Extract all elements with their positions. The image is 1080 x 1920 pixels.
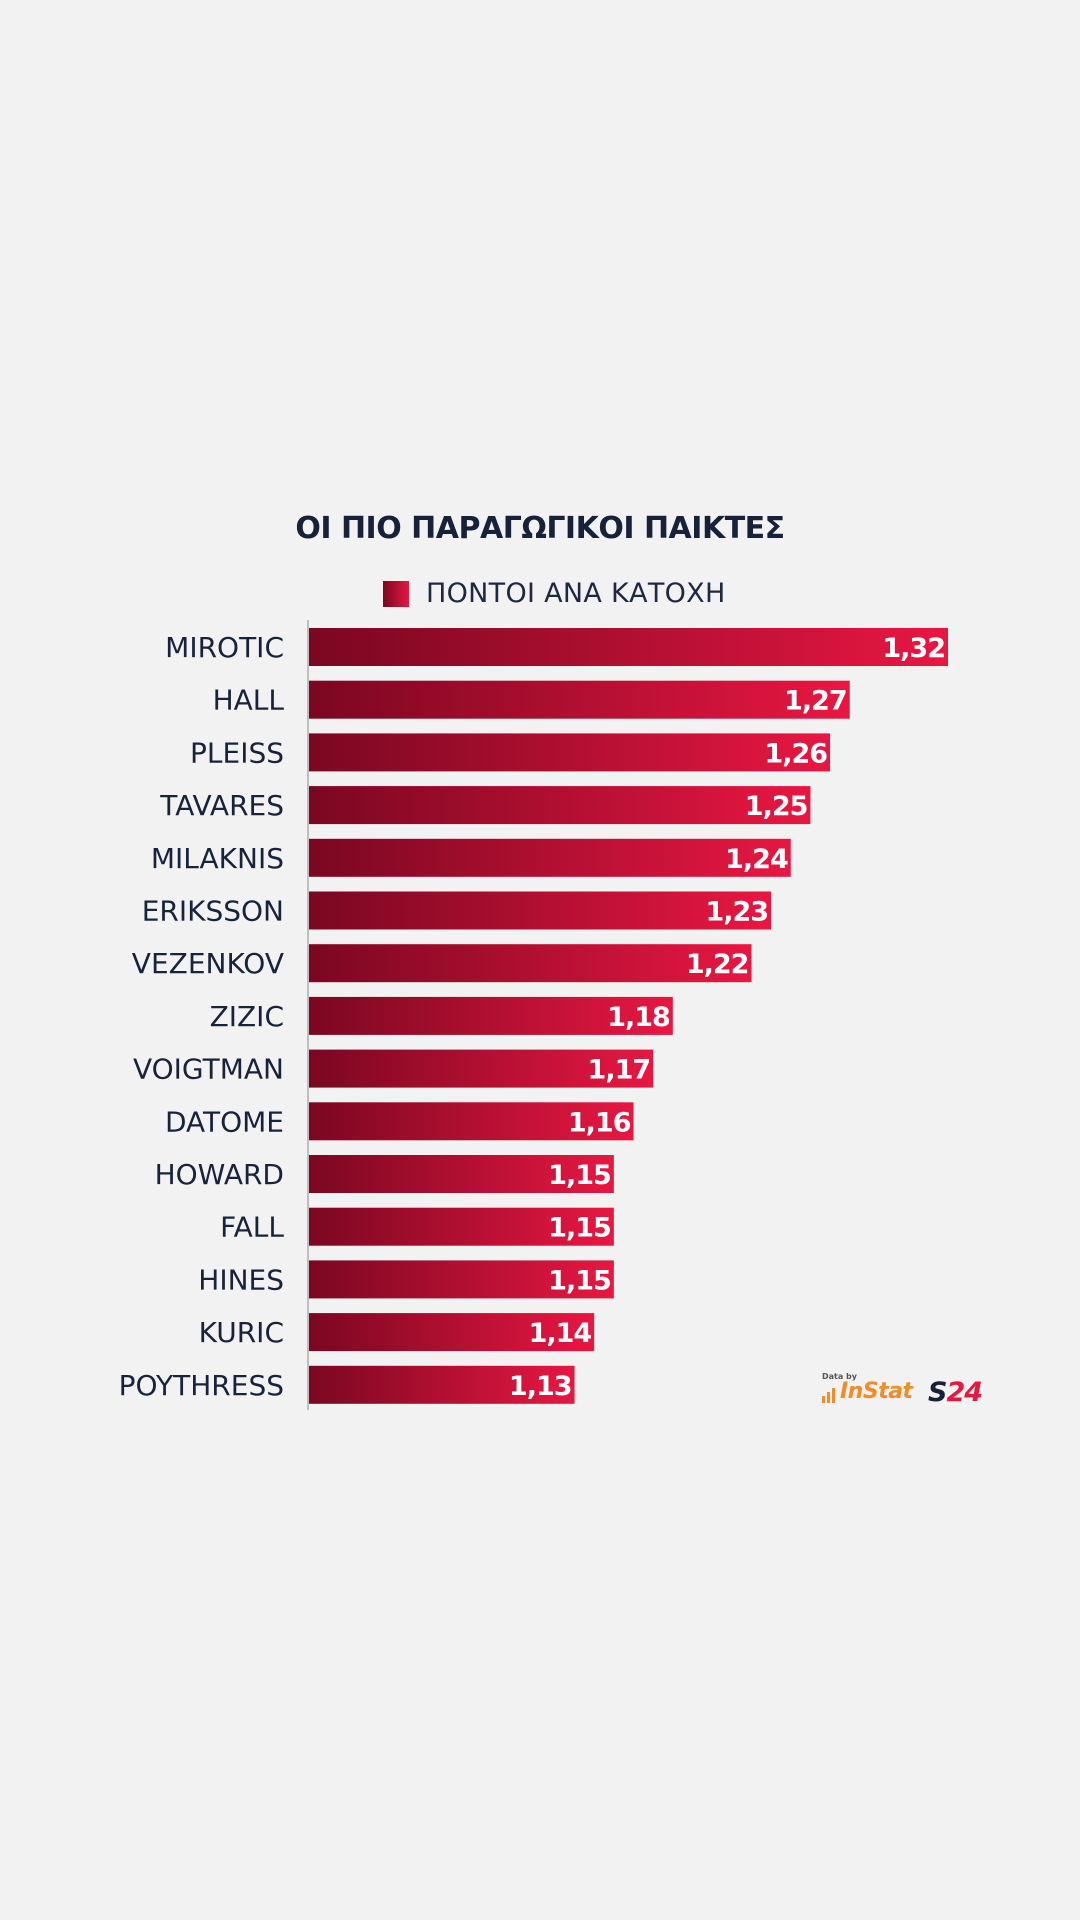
category-label-hall: HALL	[213, 684, 285, 717]
chart-legend: ΠΟΝΤΟΙ ΑΝΑ ΚΑΤΟΧΗ	[383, 578, 726, 609]
category-label-zizic: ZIZIC	[210, 1000, 284, 1033]
value-label-vezenkov: 1,22	[686, 949, 749, 980]
bar-milaknis	[309, 838, 791, 877]
value-label-fall: 1,15	[548, 1213, 611, 1244]
legend-swatch	[383, 580, 409, 607]
bar-howard	[309, 1155, 614, 1193]
bar-fall	[309, 1207, 614, 1246]
bar-tavares	[309, 786, 811, 825]
value-label-hall: 1,27	[784, 686, 847, 717]
category-label-milaknis: MILAKNIS	[151, 842, 284, 875]
value-label-poythress: 1,13	[509, 1371, 572, 1402]
value-label-milaknis: 1,24	[725, 844, 788, 875]
bar-eriksson	[309, 891, 772, 930]
bar-zizic	[309, 996, 673, 1035]
category-label-mirotic: MIROTIC	[165, 631, 284, 664]
value-label-voigtman: 1,17	[588, 1055, 651, 1086]
bars-icon	[822, 1387, 837, 1403]
category-label-voigtman: VOIGTMAN	[133, 1053, 284, 1086]
category-label-hines: HINES	[198, 1263, 284, 1296]
value-label-eriksson: 1,23	[705, 897, 768, 928]
category-label-datome: DATOME	[165, 1105, 284, 1138]
bar-mirotic	[309, 628, 948, 666]
value-label-pleiss: 1,26	[764, 738, 827, 769]
s24-logo-s: S	[928, 1377, 947, 1408]
category-label-poythress: POYTHRESS	[119, 1369, 284, 1402]
logo-caption: Data by	[822, 1372, 857, 1381]
category-label-eriksson: ERIKSSON	[142, 895, 284, 928]
bar-vezenkov	[309, 944, 752, 983]
bar-hall	[309, 680, 850, 719]
value-label-datome: 1,16	[568, 1107, 631, 1138]
instat-logo: InStat	[822, 1381, 913, 1403]
category-label-kuric: KURIC	[199, 1316, 284, 1349]
value-label-tavares: 1,25	[745, 791, 808, 822]
category-label-vezenkov: VEZENKOV	[132, 947, 284, 980]
data-provider-logo: Data by InStat S24	[822, 1372, 990, 1408]
legend-label: ΠΟΝΤΟΙ ΑΝΑ ΚΑΤΟΧΗ	[426, 578, 726, 609]
bar-kuric	[309, 1313, 595, 1352]
s24-logo: S24	[928, 1377, 983, 1408]
value-label-mirotic: 1,32	[882, 633, 945, 664]
category-label-fall: FALL	[220, 1211, 284, 1244]
value-label-hines: 1,15	[548, 1265, 611, 1296]
value-label-kuric: 1,14	[529, 1318, 592, 1349]
value-label-zizic: 1,18	[607, 1002, 670, 1033]
category-label-howard: HOWARD	[155, 1158, 284, 1191]
s24-logo-number: 24	[946, 1377, 983, 1408]
bar-voigtman	[309, 1049, 654, 1088]
value-label-howard: 1,15	[548, 1160, 611, 1191]
bar-pleiss	[309, 733, 831, 772]
bar-datome	[309, 1102, 634, 1141]
bar-poythress	[309, 1365, 575, 1404]
category-label-pleiss: PLEISS	[190, 736, 284, 769]
chart-title: ΟΙ ΠΙΟ ΠΑΡΑΓΩΓΙΚΟΙ ΠΑΙΚΤΕΣ	[295, 511, 785, 546]
instat-wordmark: InStat	[840, 1379, 913, 1404]
category-label-tavares: TAVARES	[159, 789, 284, 822]
bar-hines	[309, 1260, 614, 1299]
